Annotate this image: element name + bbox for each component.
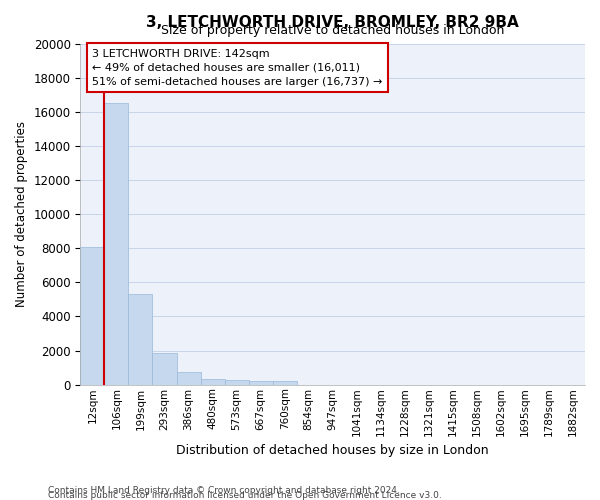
- Bar: [80, 246, 104, 384]
- Text: Size of property relative to detached houses in London: Size of property relative to detached ho…: [161, 24, 505, 37]
- Bar: [176, 372, 200, 384]
- Bar: [248, 381, 272, 384]
- Bar: [152, 353, 176, 384]
- Y-axis label: Number of detached properties: Number of detached properties: [15, 121, 28, 307]
- Bar: [272, 381, 296, 384]
- Title: 3, LETCHWORTH DRIVE, BROMLEY, BR2 9BA: 3, LETCHWORTH DRIVE, BROMLEY, BR2 9BA: [146, 15, 519, 30]
- Text: Contains HM Land Registry data © Crown copyright and database right 2024.: Contains HM Land Registry data © Crown c…: [48, 486, 400, 495]
- Text: 3 LETCHWORTH DRIVE: 142sqm
← 49% of detached houses are smaller (16,011)
51% of : 3 LETCHWORTH DRIVE: 142sqm ← 49% of deta…: [92, 49, 383, 87]
- Bar: [200, 378, 224, 384]
- X-axis label: Distribution of detached houses by size in London: Distribution of detached houses by size …: [176, 444, 489, 458]
- Bar: [224, 380, 248, 384]
- Bar: [104, 104, 128, 384]
- Bar: [128, 294, 152, 384]
- Text: Contains public sector information licensed under the Open Government Licence v3: Contains public sector information licen…: [48, 491, 442, 500]
